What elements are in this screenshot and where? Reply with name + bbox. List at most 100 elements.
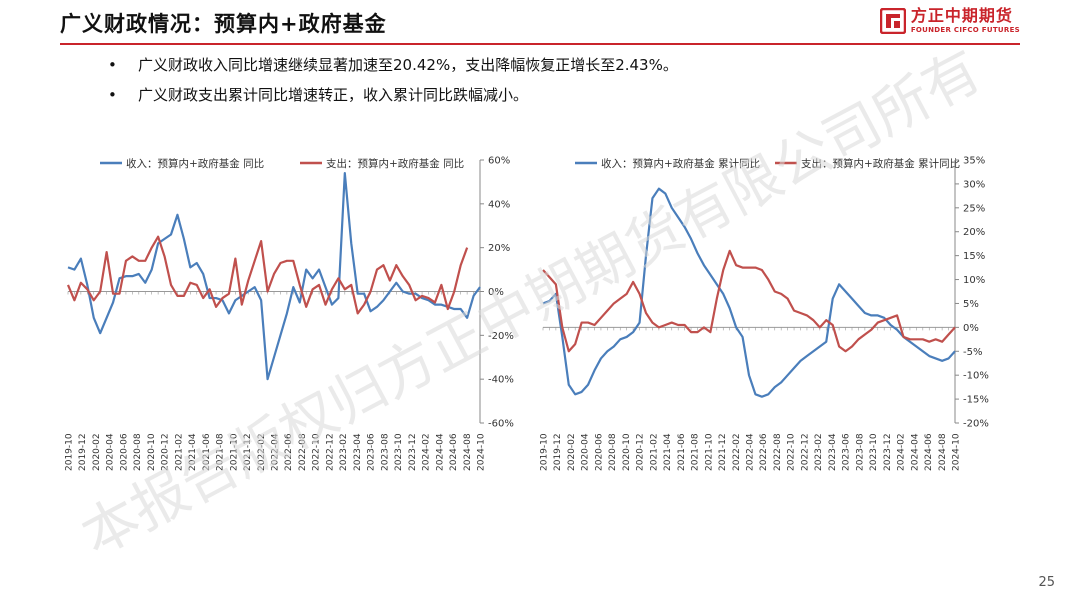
page-title: 广义财政情况：预算内+政府基金	[60, 12, 387, 36]
x-tick-label: 2020-06	[119, 433, 129, 471]
x-tick-label: 2020-12	[636, 433, 646, 471]
series-line	[67, 172, 481, 381]
x-tick-label: 2020-12	[161, 433, 171, 471]
summary-bullets: 广义财政收入同比增速继续显著加速至20.42%，支出降幅恢复正增长至2.43%。…	[108, 54, 678, 114]
x-tick-label: 2023-04	[828, 433, 838, 471]
x-tick-label: 2023-02	[814, 433, 824, 471]
x-tick-label: 2020-04	[581, 433, 591, 471]
x-tick-label: 2024-06	[924, 433, 934, 471]
yoy-chart-svg: 收入：预算内+政府基金 同比 支出：预算内+政府基金 同比 -60% -40% -20%…	[65, 156, 514, 472]
y-tick-label: -40%	[488, 375, 514, 386]
x-tick-label: 2023-12	[408, 433, 418, 471]
y-tick-label: 20%	[963, 227, 985, 238]
y-tick-label: 60%	[488, 156, 510, 167]
cumulative-yoy-line-chart: 收入：预算内+政府基金 累计同比 支出：预算内+政府基金 累计同比 -20% -15%…	[535, 150, 1005, 475]
y-tick-label: -15%	[963, 395, 989, 406]
x-tick-label: 2023-02	[339, 433, 349, 471]
y-tick-label: 20%	[488, 243, 510, 254]
x-tick-label: 2020-02	[567, 433, 577, 471]
x-tick-label: 2023-06	[367, 433, 377, 471]
x-tick-label: 2024-02	[897, 433, 907, 471]
y-tick-label: -20%	[488, 331, 514, 342]
x-tick-label: 2021-06	[677, 433, 687, 471]
x-tick-label: 2020-08	[133, 433, 143, 471]
yoy-line-chart: 收入：预算内+政府基金 同比 支出：预算内+政府基金 同比 -60% -40% -20%…	[60, 150, 530, 475]
x-tick-label: 2021-08	[216, 433, 226, 471]
y-tick-label: 0%	[963, 323, 979, 334]
x-tick-label: 2022-02	[732, 433, 742, 471]
x-tick-label: 2021-06	[202, 433, 212, 471]
logo-chinese-name: 方正中期期货	[910, 6, 1013, 25]
x-tick-label: 2022-04	[746, 433, 756, 471]
x-tick-label: 2024-08	[938, 433, 948, 471]
x-tick-label: 2020-06	[594, 433, 604, 471]
x-tick-label: 2019-10	[65, 433, 75, 471]
x-tick-label: 2022-06	[759, 433, 769, 471]
x-tick-label: 2022-08	[773, 433, 783, 471]
x-tick-label: 2022-12	[325, 433, 335, 471]
y-tick-label: 30%	[963, 179, 985, 190]
x-tick-label: 2021-08	[691, 433, 701, 471]
legend-label: 支出：预算内+政府基金 同比	[326, 157, 464, 170]
x-tick-label: 2023-08	[380, 433, 390, 471]
legend-label: 支出：预算内+政府基金 累计同比	[801, 157, 960, 170]
x-tick-label: 2023-12	[883, 433, 893, 471]
x-tick-label: 2022-04	[271, 433, 281, 471]
x-tick-label: 2021-10	[229, 433, 239, 471]
x-tick-label: 2022-10	[787, 433, 797, 471]
y-tick-label: 10%	[963, 275, 985, 286]
y-tick-label: -5%	[963, 347, 982, 358]
series-line	[542, 249, 956, 353]
series-line	[542, 187, 956, 398]
x-tick-label: 2021-10	[704, 433, 714, 471]
y-tick-label: 5%	[963, 299, 979, 310]
bullet-item: 广义财政收入同比增速继续显著加速至20.42%，支出降幅恢复正增长至2.43%。	[108, 54, 678, 76]
x-tick-label: 2021-04	[188, 433, 198, 471]
y-tick-label: -10%	[963, 371, 989, 382]
y-tick-label: 35%	[963, 156, 985, 167]
x-tick-label: 2021-04	[663, 433, 673, 471]
x-tick-label: 2024-10	[477, 433, 487, 471]
x-tick-label: 2024-06	[449, 433, 459, 471]
x-tick-label: 2019-12	[553, 433, 563, 471]
title-underline	[60, 43, 1020, 45]
y-tick-label: -60%	[488, 419, 514, 430]
x-tick-label: 2023-10	[869, 433, 879, 471]
x-tick-label: 2023-04	[353, 433, 363, 471]
x-tick-label: 2024-04	[910, 433, 920, 471]
x-tick-label: 2022-08	[298, 433, 308, 471]
y-tick-label: 40%	[488, 199, 510, 210]
series-line	[66, 235, 469, 315]
x-tick-label: 2022-12	[800, 433, 810, 471]
x-tick-label: 2019-12	[78, 433, 88, 471]
x-tick-label: 2021-02	[174, 433, 184, 471]
x-tick-label: 2022-02	[257, 433, 267, 471]
x-tick-label: 2024-08	[463, 433, 473, 471]
x-tick-label: 2023-10	[394, 433, 404, 471]
x-tick-label: 2022-10	[312, 433, 322, 471]
bullet-item: 广义财政支出累计同比增速转正，收入累计同比跌幅减小。	[108, 84, 678, 106]
founder-logo-icon	[879, 8, 906, 34]
page-number: 25	[1038, 575, 1055, 590]
x-tick-label: 2021-02	[649, 433, 659, 471]
x-tick-label: 2020-10	[622, 433, 632, 471]
x-tick-label: 2020-04	[106, 433, 116, 471]
x-tick-label: 2022-06	[284, 433, 294, 471]
x-tick-label: 2024-02	[422, 433, 432, 471]
x-tick-label: 2024-10	[952, 433, 962, 471]
company-logo: 方正中期期货 FOUNDER CIFCO FUTURES	[879, 4, 1020, 38]
x-tick-label: 2024-04	[435, 433, 445, 471]
y-tick-label: -20%	[963, 419, 989, 430]
x-tick-label: 2021-12	[243, 433, 253, 471]
x-tick-label: 2023-06	[842, 433, 852, 471]
y-tick-label: 0%	[488, 287, 504, 298]
x-tick-label: 2020-10	[147, 433, 157, 471]
legend-label: 收入：预算内+政府基金 同比	[126, 157, 264, 170]
x-tick-label: 2019-10	[540, 433, 550, 471]
x-tick-label: 2020-08	[608, 433, 618, 471]
legend-label: 收入：预算内+政府基金 累计同比	[601, 157, 760, 170]
x-tick-label: 2023-08	[855, 433, 865, 471]
x-tick-label: 2020-02	[92, 433, 102, 471]
x-tick-label: 2021-12	[718, 433, 728, 471]
y-tick-label: 25%	[963, 203, 985, 214]
